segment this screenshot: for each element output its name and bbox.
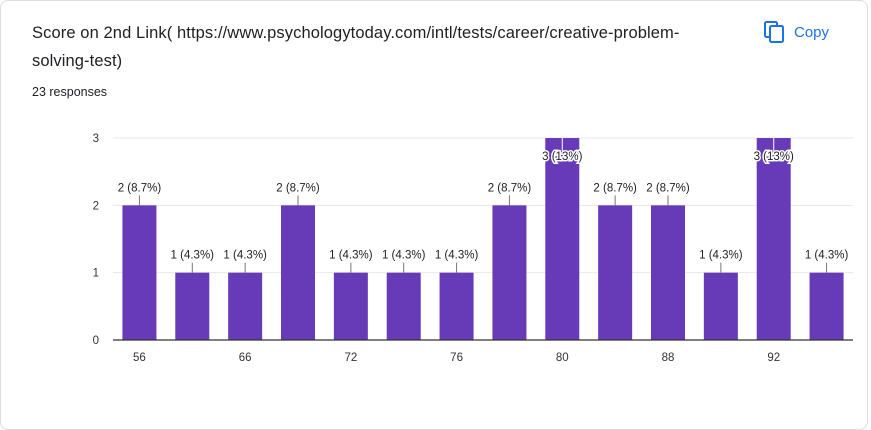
data-label: 2 (8.7%) <box>646 182 690 194</box>
data-label: 3 (13%) <box>754 151 794 163</box>
x-tick-label: 80 <box>556 352 569 364</box>
data-label: 2 (8.7%) <box>276 182 320 194</box>
bar <box>756 138 791 340</box>
data-label: 2 (8.7%) <box>118 182 162 194</box>
data-label: 1 (4.3%) <box>171 250 215 262</box>
y-tick-label: 1 <box>93 268 99 280</box>
response-count: 23 responses <box>32 85 108 99</box>
bar <box>651 205 685 340</box>
data-label: 3 (13%) <box>542 151 582 163</box>
data-label: 1 (4.3%) <box>805 250 849 262</box>
x-tick-label: 92 <box>767 352 780 364</box>
data-label: 1 (4.3%) <box>223 250 267 262</box>
bar <box>333 272 368 340</box>
bar <box>545 138 580 340</box>
x-tick-label: 56 <box>133 352 146 364</box>
data-label: 2 (8.7%) <box>488 182 532 194</box>
copy-icon <box>764 21 784 43</box>
x-tick-label: 76 <box>450 352 463 364</box>
bar <box>598 205 633 340</box>
bar <box>492 205 527 340</box>
bar <box>703 272 738 340</box>
y-tick-label: 0 <box>93 335 99 347</box>
data-label: 1 (4.3%) <box>435 250 479 262</box>
x-tick-label: 88 <box>662 352 675 364</box>
data-label: 1 (4.3%) <box>699 250 743 262</box>
y-tick-label: 3 <box>93 133 99 145</box>
y-tick-label: 2 <box>93 200 99 212</box>
question-title: Score on 2nd Link( https://www.psycholog… <box>32 24 680 70</box>
bar <box>228 272 263 340</box>
bar-chart: 0 1 2 3 2 (8.7%) 1 (4.3%) 1 (4.3%) 2 (8.7%) 1 (4… <box>93 133 853 364</box>
data-label: 1 (4.3%) <box>382 250 426 262</box>
bar <box>175 272 210 340</box>
bar <box>809 272 844 340</box>
data-label: 2 (8.7%) <box>593 182 637 194</box>
copy-button[interactable]: Copy <box>758 15 835 49</box>
data-label: 1 (4.3%) <box>329 250 373 262</box>
x-tick-label: 66 <box>239 352 252 364</box>
copy-button-label: Copy <box>794 23 830 41</box>
bar <box>439 272 474 340</box>
bar <box>122 205 157 340</box>
x-tick-label: 72 <box>344 352 357 364</box>
bar <box>281 205 315 340</box>
bar <box>386 272 421 340</box>
